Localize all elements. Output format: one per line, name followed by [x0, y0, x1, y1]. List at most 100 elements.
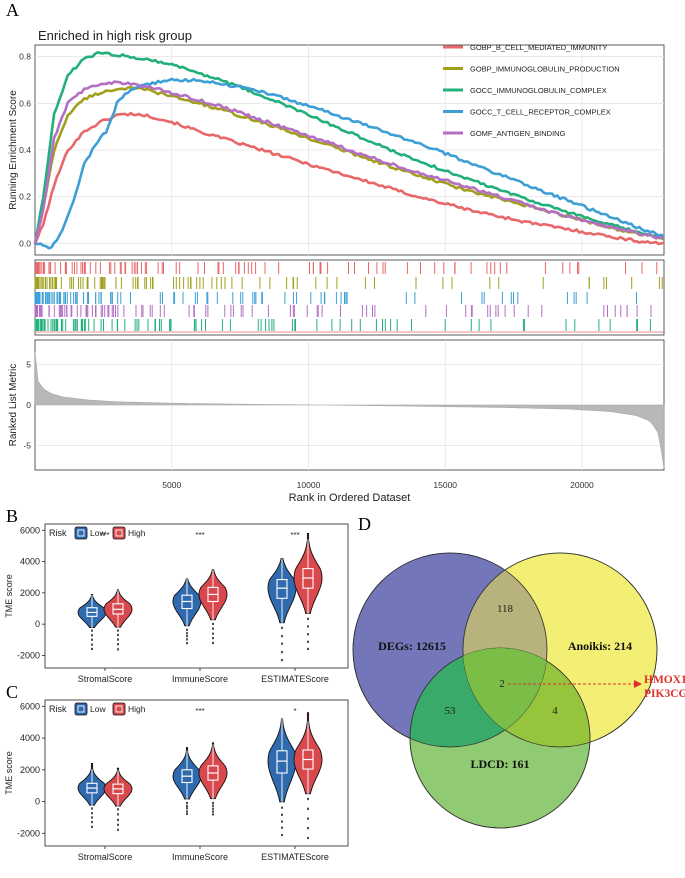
metric-y-tick-label: 5 [26, 359, 31, 369]
metric-y-tick-label: -5 [23, 441, 31, 451]
venn-intersection-label-2: 4 [552, 705, 558, 717]
enrichment-curve-2 [33, 51, 665, 245]
legend-key-high [112, 526, 126, 540]
x-tick-label: ESTIMATEScore [261, 674, 329, 684]
gsea-y-tick-label: 0.2 [19, 192, 31, 202]
gene-label-0: HMOX1 [644, 674, 685, 686]
hit-row-4 [34, 319, 651, 331]
venn-set-label-anoikis: Anoikis: 214 [568, 639, 632, 653]
y-tick-label: -2000 [17, 828, 40, 838]
hit-row-2 [34, 292, 637, 304]
panel-label-b: B [6, 506, 18, 526]
legend-key-high [112, 702, 126, 716]
y-tick-label: -2000 [17, 650, 40, 660]
y-tick-label: 6000 [20, 525, 40, 535]
metric-y-tick-label: 0 [26, 400, 31, 410]
panel-label-a: A [6, 0, 19, 20]
legend-key-box [115, 529, 123, 537]
y-tick-label: 4000 [20, 733, 40, 743]
metric-y-axis-title: Ranked List Metric [8, 364, 19, 447]
x-tick-label: ImmuneScore [172, 674, 228, 684]
ranked-metric-area [34, 352, 665, 469]
legend-title: Risk [49, 528, 67, 538]
violin-low-2 [267, 718, 297, 803]
box-low-2 [276, 750, 288, 774]
legend-label-low: Low [90, 528, 106, 538]
enrichment-curve-0 [33, 111, 665, 246]
x-tick-label: ImmuneScore [172, 852, 228, 862]
significance-label: *** [100, 531, 109, 540]
y-axis-title: TME score [4, 574, 14, 618]
x-tick-label: 10000 [297, 480, 321, 490]
hit-row-1 [34, 277, 663, 289]
gsea-y-tick-label: 0.4 [19, 145, 31, 155]
x-tick-label: 5000 [162, 480, 181, 490]
venn-set-label-degs: DEGs: 12615 [378, 639, 446, 653]
violin-high-0 [103, 589, 133, 628]
legend-label-4: GOMF_ANTIGEN_BINDING [470, 129, 566, 138]
violin-high-0 [103, 767, 133, 807]
legend-key-box [77, 705, 85, 713]
violin-low-2 [267, 557, 297, 624]
y-tick-label: 0 [35, 797, 40, 807]
legend-key-low [74, 526, 88, 540]
legend-label-0: GOBP_B_CELL_MEDIATED_IMMUNITY [470, 43, 607, 52]
gsea-hits-frame [34, 259, 665, 336]
x-tick-label: ESTIMATEScore [261, 852, 329, 862]
venn-outline-degs [352, 552, 548, 748]
violin-plot-b: -2000 0 2000 4000 6000 TME score StromalScore *… [4, 523, 349, 684]
legend-key-low [74, 702, 88, 716]
legend-risk: Risk Low High [49, 702, 146, 716]
venn-diagram: DEGs: 12615 Anoikis: 214 LDCD: 161 118 53 4 2 H… [352, 552, 685, 829]
violin-high-2 [293, 532, 323, 615]
panel-label-c: C [6, 682, 18, 702]
enrichment-curve-4 [33, 80, 665, 245]
venn-intersection-label-1: 53 [445, 705, 457, 717]
venn-set-label-ldcd: LDCD: 161 [471, 757, 530, 771]
violin-plot-c: -2000 0 2000 4000 6000 TME score StromalScore I… [4, 699, 349, 862]
significance-label: *** [290, 531, 299, 540]
panel-label-d: D [358, 514, 371, 534]
violin-high-2 [293, 712, 323, 795]
x-tick-label: StromalScore [78, 852, 133, 862]
legend-key-box [115, 705, 123, 713]
significance-label: * [293, 707, 296, 716]
y-tick-label: 4000 [20, 557, 40, 567]
gene-label-1: PIK3CG [644, 688, 685, 700]
x-tick-label: 15000 [433, 480, 457, 490]
x-tick-label: 20000 [570, 480, 594, 490]
gsea-plot: 0.0 0.2 0.4 0.6 0.8 -5 0 5 5000 10000 15000 20000 En… [8, 28, 665, 504]
gsea-title: Enriched in high risk group [38, 28, 192, 43]
hit-row-0 [34, 262, 658, 274]
venn-outline-anoikis [462, 552, 658, 748]
legend-label-high: High [128, 528, 146, 538]
venn-intersection-label-3: 2 [499, 678, 505, 690]
y-axis-title: TME score [4, 751, 14, 795]
y-tick-label: 2000 [20, 588, 40, 598]
legend-title: Risk [49, 704, 67, 714]
legend-risk: Risk Low High [49, 526, 146, 540]
hit-row-3 [34, 305, 652, 317]
violin-low-1 [172, 578, 202, 627]
significance-label: *** [195, 531, 204, 540]
legend-label-1: GOBP_IMMUNOGLOBULIN_PRODUCTION [470, 65, 620, 74]
legend-label-low: Low [90, 704, 106, 714]
legend-label-3: GOCC_T_CELL_RECEPTOR_COMPLEX [470, 108, 611, 117]
venn-intersection-label-0: 118 [497, 603, 514, 615]
violin-high-1 [198, 742, 228, 800]
y-tick-label: 0 [35, 619, 40, 629]
x-tick-label: StromalScore [78, 674, 133, 684]
y-tick-label: 6000 [20, 701, 40, 711]
gsea-y-tick-label: 0.6 [19, 98, 31, 108]
violin-low-1 [172, 747, 202, 800]
gsea-y-tick-label: 0.0 [19, 238, 31, 248]
legend-label-high: High [128, 704, 146, 714]
legend-label-2: GOCC_IMMUNOGLOBULIN_COMPLEX [470, 86, 607, 95]
box-low-2 [276, 579, 288, 599]
gsea-y-tick-label: 0.8 [19, 52, 31, 62]
arrow-head [634, 680, 642, 688]
x-axis-title: Rank in Ordered Dataset [289, 492, 411, 504]
legend-key-box [77, 529, 85, 537]
gsea-y-axis-title: Running Enrichment Score [8, 90, 19, 210]
